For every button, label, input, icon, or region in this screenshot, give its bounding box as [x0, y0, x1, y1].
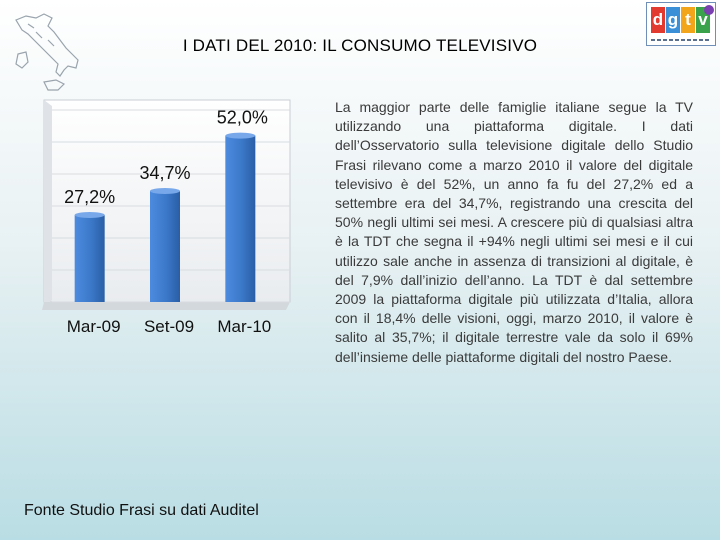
bar-chart: 27,2% Mar-09 34,7% Set-09 52,0% Mar-10 [38, 96, 296, 344]
chart-data-label: 52,0% [217, 108, 268, 128]
italy-map-icon [15, 13, 79, 91]
logo-letter-d: d [651, 7, 665, 33]
bar-chart-svg: 27,2% Mar-09 34,7% Set-09 52,0% Mar-10 [42, 99, 291, 336]
logo-dot [704, 5, 714, 15]
source-note: Fonte Studio Frasi su dati Auditel [24, 502, 259, 519]
body-paragraph: La maggior parte delle famiglie italiane… [335, 99, 693, 365]
chart-category-label: Set-09 [144, 317, 194, 336]
logo-tagline [651, 39, 711, 41]
chart-bar-top [150, 187, 180, 194]
chart-bar [150, 190, 180, 302]
logo-letter-g: g [666, 7, 680, 33]
chart-category-label: Mar-10 [217, 317, 271, 336]
logo-letter-t: t [681, 7, 695, 33]
chart-data-label: 34,7% [139, 163, 190, 183]
chart-category-label: Mar-09 [67, 317, 121, 336]
chart-floor [42, 302, 290, 310]
chart-side-wall [44, 100, 52, 308]
page-title: I DATI DEL 2010: IL CONSUMO TELEVISIVO [182, 36, 538, 55]
chart-bar [225, 135, 256, 302]
chart-bar [74, 214, 105, 302]
chart-bar-top [74, 211, 105, 218]
chart-data-label: 27,2% [64, 187, 115, 207]
chart-bar-top [225, 132, 256, 139]
